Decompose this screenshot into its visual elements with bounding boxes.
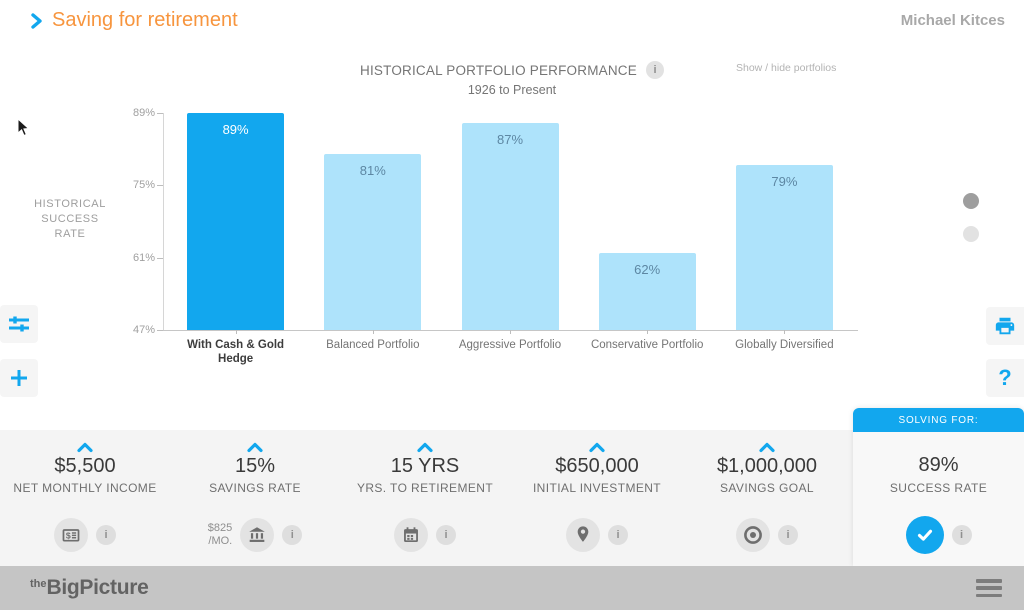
printer-icon [994,315,1016,337]
calendar-icon[interactable] [394,518,428,552]
pagination-dot-inactive[interactable] [963,226,979,242]
y-axis-label: HISTORICAL SUCCESS RATE [34,198,106,240]
bar-1[interactable] [187,113,285,330]
print-button[interactable] [986,307,1024,345]
input-card-net-monthly-income: $5,500 NET MONTHLY INCOME $ i [0,430,170,566]
bar-4[interactable] [598,252,696,330]
bar-value-label: 89% [222,122,249,137]
years-to-retirement-value[interactable]: 15 YRS [390,455,460,477]
input-card-savings-rate: 15% SAVINGS RATE $825 /MO. i [170,430,340,566]
input-card-years-to-retirement: 15 YRS YRS. TO RETIREMENT i [340,430,510,566]
y-tick-label: 61% [132,251,155,264]
y-axis-tick [157,185,163,187]
info-icon[interactable]: i [951,525,972,545]
x-axis-tick [235,330,237,334]
net-monthly-income-label: NET MONTHLY INCOME [13,481,157,495]
chart-subtitle: 1926 to Present [467,82,557,97]
info-icon[interactable]: i [96,525,116,545]
bar-2[interactable] [324,154,422,330]
sliders-icon [7,312,31,336]
savings-goal-label: SAVINGS GOAL [720,481,814,495]
page-title-label: Saving for retirement [52,9,238,31]
savings-goal-value[interactable]: $1,000,000 [716,455,818,477]
question-mark-icon: ? [998,365,1012,390]
savings-rate-label: SAVINGS RATE [209,481,301,495]
chart-title: HISTORICAL PORTFOLIO PERFORMANCE [360,62,637,78]
y-tick-label: 47% [132,324,155,336]
monthly-savings-amount: $825 /MO. [207,522,233,547]
bar-category-label: Balanced Portfolio [326,339,420,351]
user-name: Michael Kitces [900,12,1005,29]
chevron-up-icon[interactable] [758,440,776,458]
initial-investment-value[interactable]: $650,000 [555,455,639,477]
bar-value-label: 87% [496,132,524,148]
bar-category-label: With Cash & Gold Hedge [187,339,285,365]
page-title: Saving for retirement [28,9,238,32]
chevron-up-icon[interactable] [416,440,434,458]
bar-category-label: Aggressive Portfolio [458,339,562,351]
solving-for-header: SOLVING FOR: [853,408,1024,432]
y-axis-line [163,113,164,330]
chevron-up-icon[interactable] [76,440,94,458]
bar-category-label: Globally Diversified [735,339,834,351]
bank-icon[interactable] [240,518,275,552]
solving-for-card: SOLVING FOR: 89% SUCCESS RATE i [853,408,1024,566]
big-picture-logo: theBigPicture [30,576,149,599]
show-hide-portfolios-link[interactable]: Show / hide portfolios [736,62,837,74]
adjust-sliders-button[interactable] [0,305,38,343]
chevron-right-icon[interactable] [28,11,45,31]
hamburger-menu-icon[interactable] [976,579,1002,597]
y-axis-tick [157,113,163,114]
pagination-dot-active[interactable] [963,193,979,209]
years-to-retirement-label: YRS. TO RETIREMENT [356,481,494,495]
location-pin-icon[interactable] [566,518,600,552]
net-monthly-income-value[interactable]: $5,500 [54,455,116,477]
savings-rate-value[interactable]: 15% [234,455,276,477]
info-icon[interactable]: i [436,525,456,545]
y-axis-tick [157,257,163,259]
add-button[interactable] [0,359,38,397]
chevron-up-icon[interactable] [246,440,264,458]
y-tick-label: 75% [132,179,155,192]
bar-category-label: Conservative Portfolio [590,339,704,351]
target-icon[interactable] [736,518,770,552]
bar-value-label: 79% [771,173,798,189]
info-icon[interactable]: i [282,525,303,545]
x-axis-tick [372,330,374,334]
bar-value-label: 81% [359,163,386,179]
x-axis-tick [647,330,649,334]
bar-value-label: 62% [634,261,661,277]
initial-investment-label: INITIAL INVESTMENT [532,481,662,495]
chart-title-block: HISTORICAL PORTFOLIO PERFORMANCE i 1926 … [0,61,1024,97]
bar-5[interactable] [735,164,833,330]
chevron-up-icon[interactable] [588,440,606,458]
footer-bar: theBigPicture [0,566,1024,610]
dollar-bill-icon[interactable]: $ [54,518,88,552]
svg-text:$: $ [66,531,71,541]
success-rate-label: SUCCESS RATE [889,481,988,495]
y-axis-tick [157,330,163,331]
info-icon[interactable]: i [608,525,628,545]
input-card-savings-goal: $1,000,000 SAVINGS GOAL i [682,430,852,566]
chart-info-icon[interactable]: i [645,61,664,79]
bar-3[interactable] [461,123,559,330]
y-tick-label: 89% [132,107,155,119]
mouse-cursor [17,117,30,142]
success-rate-value: 89% [918,454,959,476]
info-icon[interactable]: i [778,525,798,545]
input-card-initial-investment: $650,000 INITIAL INVESTMENT i [512,430,682,566]
check-icon[interactable] [905,516,944,554]
x-axis-tick [784,330,786,334]
help-button[interactable]: ? [986,359,1024,397]
plus-icon [7,366,31,390]
x-axis-tick [510,330,511,334]
